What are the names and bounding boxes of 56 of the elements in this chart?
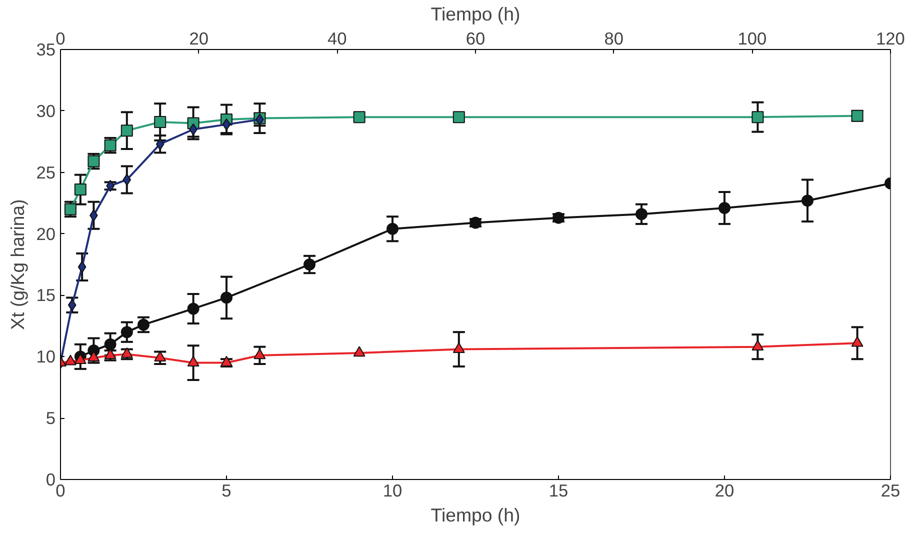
y-axis-title: Xt (g/Kg harina) (7, 199, 28, 330)
y-tick-label: 15 (36, 285, 56, 306)
point (304, 258, 316, 270)
point (104, 338, 116, 350)
x2-tick-label: 20 (189, 28, 208, 48)
point (154, 116, 166, 128)
x-axis-title: Tiempo (h) (430, 504, 520, 526)
y-tick-label: 5 (46, 408, 56, 428)
point (138, 318, 150, 331)
point (104, 139, 116, 152)
point (120, 124, 133, 137)
point (752, 111, 764, 124)
point (718, 202, 730, 214)
x2-tick-label: 60 (466, 28, 486, 48)
x-tick-label: 5 (222, 480, 232, 500)
point (353, 346, 366, 357)
y-tick-label: 25 (36, 162, 56, 182)
point (353, 111, 366, 124)
x2-tick-label: 40 (328, 28, 347, 48)
point (64, 203, 76, 216)
point (452, 111, 465, 124)
point (220, 356, 232, 366)
point (802, 194, 814, 207)
point (120, 326, 133, 338)
point (122, 174, 132, 186)
point (254, 348, 266, 360)
point (78, 260, 86, 273)
point (752, 340, 764, 350)
x-tick-label: 10 (382, 480, 402, 500)
point (386, 222, 398, 235)
y-tick-label: 30 (36, 100, 56, 121)
point (120, 347, 133, 358)
point (851, 336, 864, 347)
point (154, 351, 166, 362)
point (187, 356, 200, 366)
x2-axis-title: Tiempo (h) (430, 4, 520, 24)
x2-tick-label: 100 (738, 28, 767, 48)
x-tick-label: 25 (880, 480, 900, 500)
point (222, 118, 231, 130)
point (68, 299, 76, 312)
point (636, 208, 648, 220)
x-tick-label: 20 (714, 480, 734, 500)
x2-tick-label: 120 (876, 28, 905, 48)
x2-tick-label: 80 (604, 28, 624, 48)
x-tick-label: 15 (548, 480, 568, 500)
point (187, 302, 200, 315)
y-tick-label: 20 (36, 224, 56, 244)
point (64, 354, 76, 366)
y-tick-label: 10 (36, 346, 56, 367)
point (452, 342, 465, 353)
point (220, 292, 232, 304)
point (156, 138, 164, 150)
y-tick-label: 35 (36, 40, 56, 60)
point (88, 155, 100, 168)
point (74, 184, 86, 196)
point (88, 351, 100, 362)
